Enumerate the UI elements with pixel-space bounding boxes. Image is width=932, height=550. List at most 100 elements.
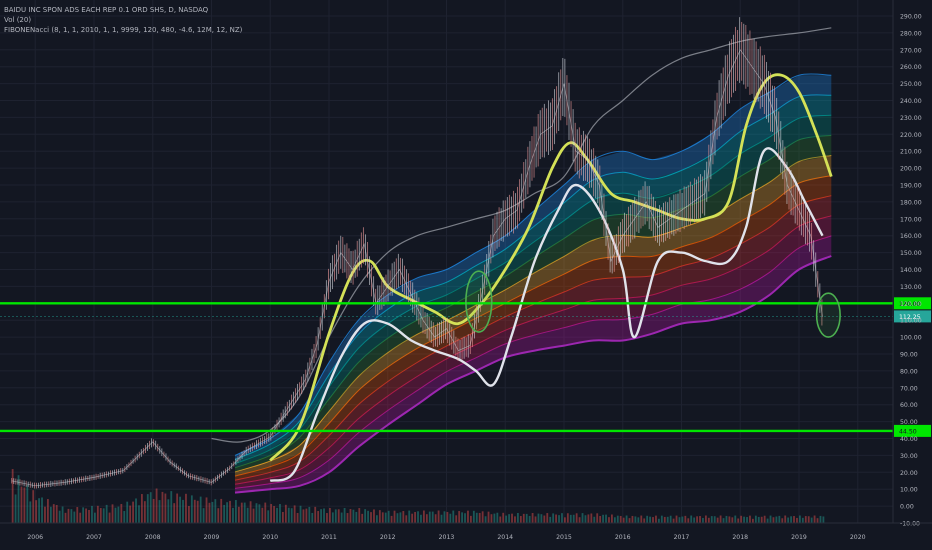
price-tick-label: 180.00 — [900, 199, 922, 206]
time-tick-label: 2020 — [850, 534, 866, 541]
volume-bar — [552, 513, 555, 523]
volume-bar — [801, 517, 804, 523]
volume-bar — [584, 515, 587, 523]
level-price-tag — [894, 424, 931, 437]
volume-bar — [702, 517, 704, 523]
volume-bar — [575, 513, 578, 523]
volume-bar — [472, 510, 475, 523]
volume-bar — [611, 514, 613, 523]
volume-bar — [778, 515, 781, 523]
fibonacci-indicator-label[interactable]: FIBONENacci (8, 1, 1, 2010, 1, 1, 9999, … — [4, 26, 243, 34]
volume-bar — [737, 518, 740, 523]
volume-bar — [619, 515, 622, 523]
volume-indicator-label[interactable]: Vol (20) — [4, 16, 32, 24]
volume-bar — [232, 507, 234, 523]
volume-bar — [646, 515, 649, 523]
volume-bar — [522, 513, 525, 523]
volume-bar — [608, 517, 610, 523]
volume-bar — [425, 514, 428, 523]
volume-bar — [467, 510, 469, 523]
volume-bar — [572, 514, 575, 523]
volume-bar — [599, 516, 602, 523]
volume-bar — [807, 516, 810, 523]
annotations[interactable] — [465, 270, 841, 338]
volume-bar — [760, 516, 763, 523]
price-tick-label: 280.00 — [900, 30, 922, 37]
horizontal-levels[interactable]: 120.00 44.50 112.25 — [0, 297, 931, 437]
volume-bar — [669, 515, 672, 523]
volume-bar — [76, 507, 79, 523]
volume-bar — [61, 506, 64, 523]
volume-bar — [637, 517, 640, 523]
volume-bar — [543, 515, 546, 523]
time-tick-label: 2008 — [145, 534, 161, 541]
time-tick-label: 2007 — [86, 534, 102, 541]
volume-bar — [17, 475, 20, 523]
volume-bar — [396, 513, 399, 523]
volume-bar — [417, 511, 419, 523]
volume-bar — [337, 509, 340, 523]
ribbon-band — [235, 195, 832, 485]
volume-bar — [47, 499, 49, 523]
volume-bar — [428, 511, 431, 523]
price-tick-label: 250.00 — [900, 81, 922, 88]
price-tick-label: 190.00 — [900, 183, 922, 190]
volume-bar — [437, 510, 440, 523]
volume-bar — [29, 501, 32, 523]
time-axis[interactable]: 2006 2007 2008 2009 2010 2011 2012 2013 2014 2015… — [0, 522, 932, 541]
ellipse-annotation[interactable] — [465, 270, 493, 333]
volume-bar — [96, 505, 99, 523]
volume-bar — [434, 514, 437, 523]
volume-bar — [164, 493, 167, 523]
price-tick-label: -10.00 — [900, 521, 920, 528]
chart-legend: BAIDU INC SPON ADS EACH REP 0.1 ORD SHS,… — [4, 5, 242, 35]
volume-bar — [11, 469, 14, 523]
volume-bar — [508, 514, 510, 523]
volume-bar — [531, 513, 534, 523]
volume-bar — [643, 518, 646, 523]
volume-bar — [481, 511, 484, 523]
volume-bar — [555, 514, 557, 523]
volume-bar — [246, 507, 249, 523]
ellipse-annotation[interactable] — [815, 292, 841, 338]
volume-bar — [258, 504, 261, 523]
volume-bar — [329, 508, 331, 523]
time-tick-label: 2006 — [27, 534, 43, 541]
volume-bar — [658, 518, 660, 523]
ribbon-bottom-line — [234, 255, 832, 494]
price-tick-label: 10.00 — [900, 487, 918, 494]
volume-bar — [296, 512, 299, 523]
volume-bar — [528, 515, 531, 523]
level-price-label: 120.00 — [899, 301, 921, 308]
volume-bar — [384, 512, 387, 523]
time-tick-label: 2012 — [380, 534, 396, 541]
volume-bar — [196, 500, 199, 523]
volume-bar — [663, 516, 666, 523]
volume-bar — [120, 503, 123, 523]
symbol-title: BAIDU INC SPON ADS EACH REP 0.1 ORD SHS,… — [4, 6, 209, 14]
time-tick-label: 2011 — [321, 534, 337, 541]
price-tick-label: 240.00 — [900, 98, 922, 105]
volume-bar — [23, 487, 26, 523]
volume-bar — [358, 508, 361, 523]
time-tick-label: 2009 — [204, 534, 220, 541]
price-series — [11, 17, 823, 489]
volume-bar — [616, 515, 619, 523]
volume-bar — [511, 513, 513, 523]
volume-bar — [816, 518, 819, 523]
time-tick-label: 2018 — [732, 534, 748, 541]
volume-bar — [399, 512, 402, 523]
volume-bar — [666, 516, 669, 523]
volume-bar — [378, 510, 381, 523]
ribbon-band-edge — [234, 134, 832, 469]
volume-bar — [55, 505, 58, 523]
volume-bar — [525, 513, 528, 523]
volume-bar — [687, 518, 690, 523]
volume-bar — [672, 518, 675, 523]
volume-bar — [326, 513, 328, 523]
time-tick-label: 2016 — [615, 534, 631, 541]
price-axis[interactable]: 290.00 280.00 270.00 260.00 250.00 240.00 230.… — [892, 0, 922, 528]
volume-bar — [705, 515, 707, 523]
last-price-tag — [894, 310, 931, 323]
